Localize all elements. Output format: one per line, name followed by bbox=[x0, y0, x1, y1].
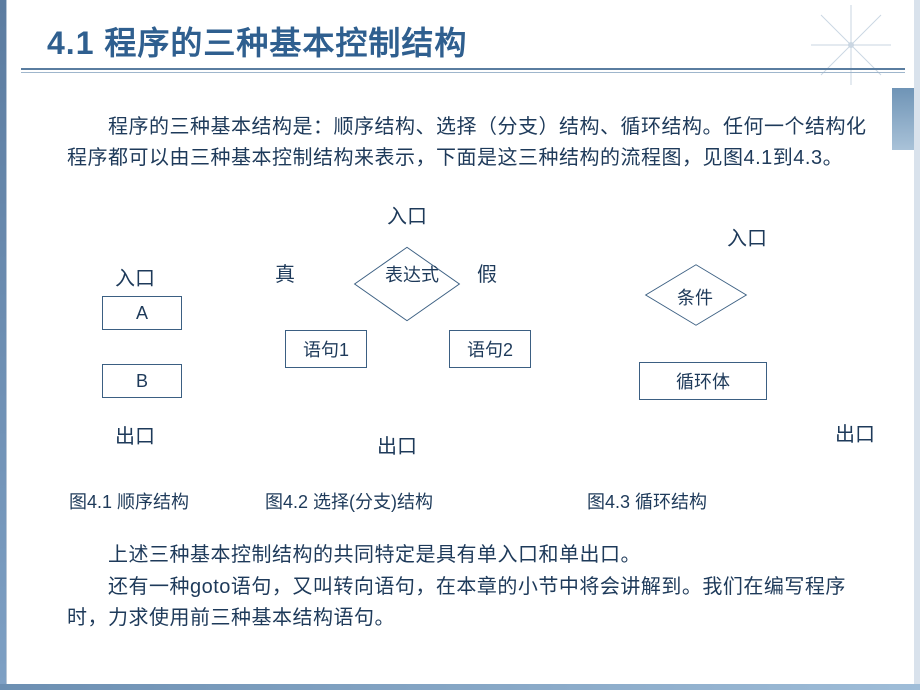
seq-box-a-text: A bbox=[136, 303, 148, 324]
sel-caption: 图4.2 选择(分支)结构 bbox=[265, 488, 433, 514]
seq-box-b: B bbox=[102, 364, 182, 398]
loop-exit-label: 出口 bbox=[835, 418, 875, 447]
summary-paragraph-2: 还有一种goto语句，又叫转向语句，在本章的小节中将会讲解到。我们在编写程序时，… bbox=[67, 572, 867, 634]
summary-paragraph-1: 上述三种基本控制结构的共同特定是具有单入口和单出口。 bbox=[67, 540, 867, 571]
sel-stmt2: 语句2 bbox=[449, 330, 531, 368]
section-number: 4.1 bbox=[47, 25, 94, 61]
corner-starburst-icon bbox=[796, 0, 906, 90]
loop-body-text: 循环体 bbox=[676, 368, 730, 394]
title-rule-thin bbox=[21, 72, 905, 73]
seq-box-a: A bbox=[102, 296, 182, 330]
page-title: 4.1 程序的三种基本控制结构 bbox=[47, 18, 467, 64]
intro-paragraph: 程序的三种基本结构是：顺序结构、选择（分支）结构、循环结构。任何一个结构化程序都… bbox=[67, 112, 867, 174]
sel-stmt1: 语句1 bbox=[285, 330, 367, 368]
sel-entry-label: 入口 bbox=[387, 200, 427, 229]
loop-entry-label: 入口 bbox=[727, 222, 767, 251]
sel-stmt2-text: 语句2 bbox=[467, 336, 513, 362]
seq-entry-label: 入口 bbox=[115, 262, 155, 291]
seq-caption: 图4.1 顺序结构 bbox=[69, 488, 189, 514]
section-title: 程序的三种基本控制结构 bbox=[104, 25, 467, 61]
sel-stmt1-text: 语句1 bbox=[303, 336, 349, 362]
bottom-stripe bbox=[0, 684, 920, 690]
slide: 4.1 程序的三种基本控制结构 程序的三种基本结构是：顺序结构、选择（分支）结构… bbox=[6, 0, 914, 684]
loop-caption: 图4.3 循环结构 bbox=[587, 488, 707, 514]
title-rule bbox=[21, 68, 905, 70]
sel-diamond-label: 表达式 bbox=[385, 266, 439, 286]
loop-body-box: 循环体 bbox=[639, 362, 767, 400]
top-right-accent bbox=[892, 88, 914, 150]
seq-box-b-text: B bbox=[136, 371, 148, 392]
sel-true-label: 真 bbox=[275, 258, 295, 287]
sel-false-label: 假 bbox=[477, 258, 497, 287]
seq-exit-label: 出口 bbox=[115, 420, 155, 449]
sel-exit-label: 出口 bbox=[377, 430, 417, 459]
loop-diamond-label: 条件 bbox=[677, 284, 713, 310]
